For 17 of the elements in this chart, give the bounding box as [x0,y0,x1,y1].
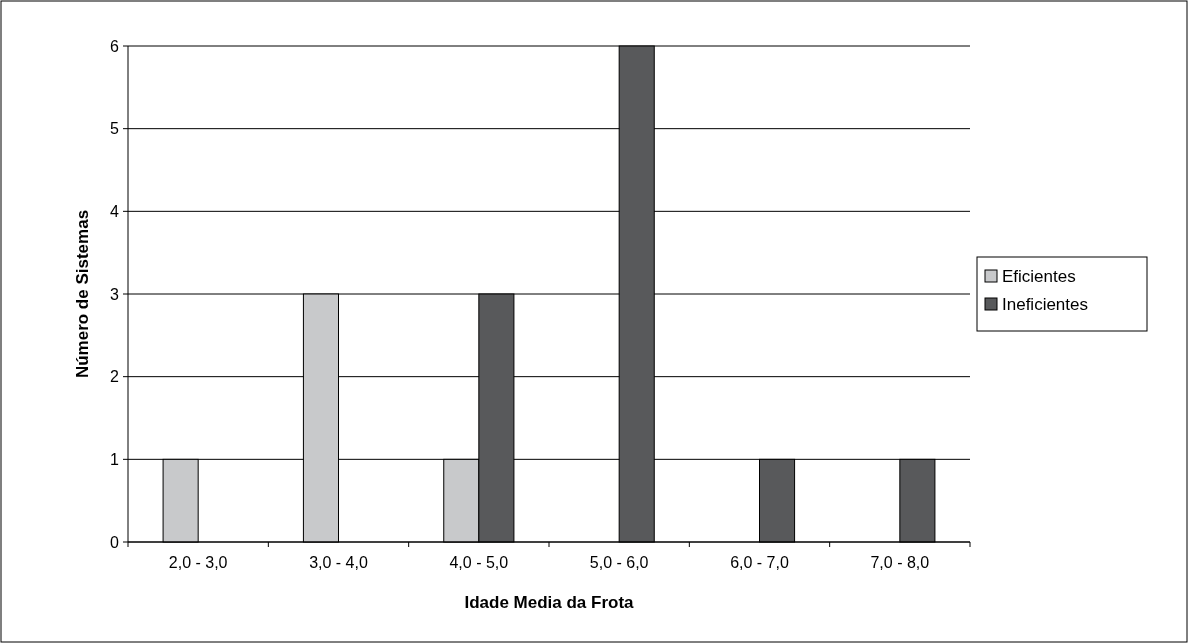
y-tick-label: 2 [110,368,120,386]
y-tick-label: 3 [110,285,120,303]
x-tick-label: 2,0 - 3,0 [168,554,228,571]
y-tick-label: 4 [110,202,120,220]
x-axis-title: Idade Media da Frota [464,593,635,612]
y-tick-label: 1 [110,450,120,468]
legend-label: Ineficientes [1002,294,1088,314]
y-tick-label: 5 [110,120,120,138]
y-axis-title: Número de Sistemas [73,209,92,379]
x-tick-label: 5,0 - 6,0 [589,554,649,571]
legend-label: Eficientes [1002,266,1076,286]
x-tick-label: 3,0 - 4,0 [309,554,368,571]
x-tick-label: 4,0 - 5,0 [449,554,509,571]
x-tick-label: 6,0 - 7,0 [730,554,789,571]
y-tick-label: 6 [110,37,120,55]
y-tick-label: 0 [110,533,120,551]
x-tick-label: 7,0 - 8,0 [870,554,930,571]
